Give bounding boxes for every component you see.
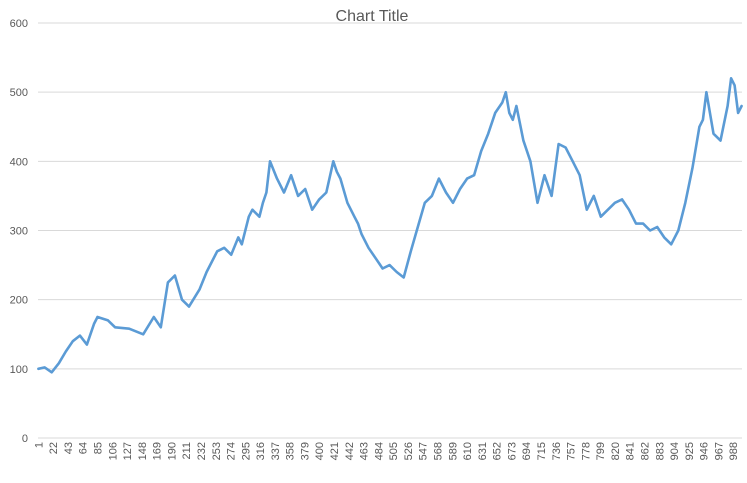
- x-tick-label: 358: [285, 442, 297, 460]
- x-tick-label: 484: [373, 442, 385, 460]
- x-tick-label: 904: [669, 442, 681, 460]
- x-tick-label: 820: [610, 442, 622, 460]
- y-tick-label: 200: [10, 295, 28, 307]
- x-tick-label: 589: [447, 442, 459, 460]
- y-tick-label: 100: [10, 364, 28, 376]
- x-tick-label: 64: [78, 442, 90, 454]
- x-tick-label: 883: [654, 442, 666, 460]
- x-tick-label: 274: [226, 442, 238, 460]
- x-tick-label: 148: [137, 442, 149, 460]
- x-tick-label: 547: [418, 442, 430, 460]
- x-tick-label: 673: [506, 442, 518, 460]
- x-tick-label: 211: [181, 442, 193, 460]
- x-tick-label: 568: [433, 442, 445, 460]
- x-tick-label: 946: [699, 442, 711, 460]
- gridlines: [38, 22, 742, 439]
- x-tick-label: 1: [33, 442, 45, 448]
- x-tick-label: 610: [462, 442, 474, 460]
- y-tick-label: 400: [10, 156, 28, 168]
- x-tick-label: 106: [107, 442, 119, 460]
- x-tick-label: 757: [566, 442, 578, 460]
- x-tick-label: 295: [240, 442, 252, 460]
- x-tick-label: 379: [299, 442, 311, 460]
- x-tick-label: 967: [713, 442, 725, 460]
- x-tick-label: 127: [122, 442, 134, 460]
- chart-title: Chart Title: [336, 8, 409, 25]
- x-tick-label: 463: [359, 442, 371, 460]
- x-tick-label: 652: [492, 442, 504, 460]
- x-tick-label: 988: [728, 442, 740, 460]
- x-tick-label: 526: [403, 442, 415, 460]
- x-tick-label: 316: [255, 442, 267, 460]
- x-tick-label: 442: [344, 442, 356, 460]
- x-tick-label: 841: [625, 442, 637, 460]
- y-tick-label: 500: [10, 87, 28, 99]
- series-line: [37, 77, 743, 374]
- x-tick-label: 505: [388, 442, 400, 460]
- x-tick-label: 190: [166, 442, 178, 460]
- x-tick-label: 736: [551, 442, 563, 460]
- x-tick-label: 799: [595, 442, 607, 460]
- y-tick-label: 300: [10, 226, 28, 238]
- y-axis-tick-labels: 0 100 200 300 400 500 600: [10, 18, 28, 445]
- x-tick-label: 85: [92, 442, 104, 454]
- x-tick-label: 253: [211, 442, 223, 460]
- x-tick-label: 694: [521, 442, 533, 460]
- x-tick-label: 22: [48, 442, 60, 454]
- x-tick-label: 778: [580, 442, 592, 460]
- y-tick-label: 0: [22, 433, 28, 445]
- x-tick-label: 631: [477, 442, 489, 460]
- x-tick-label: 715: [536, 442, 548, 460]
- x-tick-label: 925: [684, 442, 696, 460]
- series-group: [37, 77, 743, 374]
- x-tick-label: 337: [270, 442, 282, 460]
- x-tick-label: 43: [63, 442, 75, 454]
- x-tick-label: 400: [314, 442, 326, 460]
- x-tick-label: 232: [196, 442, 208, 460]
- y-tick-label: 600: [10, 18, 28, 30]
- x-tick-label: 862: [639, 442, 651, 460]
- x-axis-tick-labels: 1 22 43 64 85 106 127 148 169 190 211 232 253 274 295 3…: [33, 442, 740, 460]
- x-tick-label: 421: [329, 442, 341, 460]
- x-tick-label: 169: [152, 442, 164, 460]
